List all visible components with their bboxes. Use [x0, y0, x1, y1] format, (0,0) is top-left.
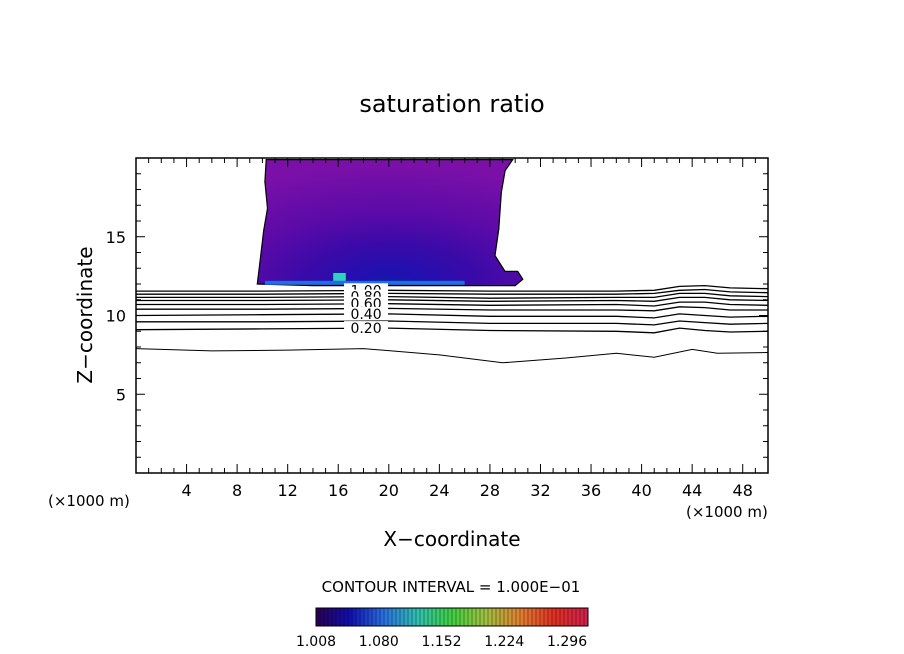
- y-tick-label: 5: [116, 385, 126, 404]
- y-axis-label: Z−coordinate: [73, 246, 97, 383]
- y-tick-labels: 5 10 15: [106, 228, 126, 405]
- x-tick-label: 16: [328, 481, 348, 500]
- colorbar-label: 1.296: [547, 634, 587, 650]
- x-tick-label: 48: [733, 481, 753, 500]
- x-tick-label: 32: [530, 481, 550, 500]
- x-unit-left: (×1000 m): [48, 492, 130, 510]
- base-high-saturation-band: [264, 280, 465, 285]
- contour-line: [136, 288, 768, 295]
- contour-line: [136, 313, 768, 319]
- contour-label-bg: [344, 306, 389, 320]
- contour-line: [136, 327, 768, 334]
- contour-line-labels: 1.000.800.600.400.20: [344, 283, 389, 337]
- x-axis-label: X−coordinate: [383, 527, 520, 551]
- x-tick-label: 4: [181, 481, 191, 500]
- axis-ticks: [136, 158, 768, 473]
- contour-line: [136, 296, 768, 302]
- contour-line: [136, 292, 768, 299]
- chart-title: saturation ratio: [359, 90, 544, 118]
- contour-interval-note: CONTOUR INTERVAL = 1.000E−01: [322, 578, 581, 596]
- colorbar-label: 1.224: [484, 634, 524, 650]
- colorbar-label: 1.008: [296, 634, 336, 650]
- contour-line: [136, 348, 768, 364]
- colorbar: 1.008 1.080 1.152 1.224 1.296: [296, 607, 589, 650]
- colorbar-label: 1.080: [359, 634, 399, 650]
- y-tick-label: 15: [106, 228, 126, 247]
- contour-label: 0.40: [350, 307, 381, 323]
- x-tick-label: 12: [278, 481, 298, 500]
- x-tick-label: 28: [480, 481, 500, 500]
- supersaturated-region: [256, 159, 524, 287]
- contour-label-bg: [344, 296, 389, 310]
- x-tick-labels: 4 8 12 16 20 24 28 32 36 40 44 48: [181, 481, 752, 500]
- contour-lines: [136, 284, 768, 364]
- x-tick-label: 24: [429, 481, 449, 500]
- y-tick-label: 10: [106, 307, 126, 326]
- contour-label: 0.20: [350, 321, 381, 337]
- colorbar-label: 1.152: [421, 634, 461, 650]
- peak-saturation-cell: [333, 272, 346, 281]
- contour-line: [136, 320, 768, 326]
- contour-line: [136, 284, 768, 292]
- x-unit-right: (×1000 m): [686, 503, 768, 521]
- x-tick-label: 20: [379, 481, 399, 500]
- contour-line: [136, 301, 768, 307]
- x-tick-label: 8: [232, 481, 242, 500]
- contour-label-bg: [344, 321, 389, 335]
- contour-line: [136, 306, 768, 312]
- x-tick-label: 44: [682, 481, 702, 500]
- x-tick-label: 36: [581, 481, 601, 500]
- x-tick-label: 40: [631, 481, 651, 500]
- colorbar-labels: 1.008 1.080 1.152 1.224 1.296: [296, 634, 587, 650]
- supersaturation-field: [256, 159, 524, 287]
